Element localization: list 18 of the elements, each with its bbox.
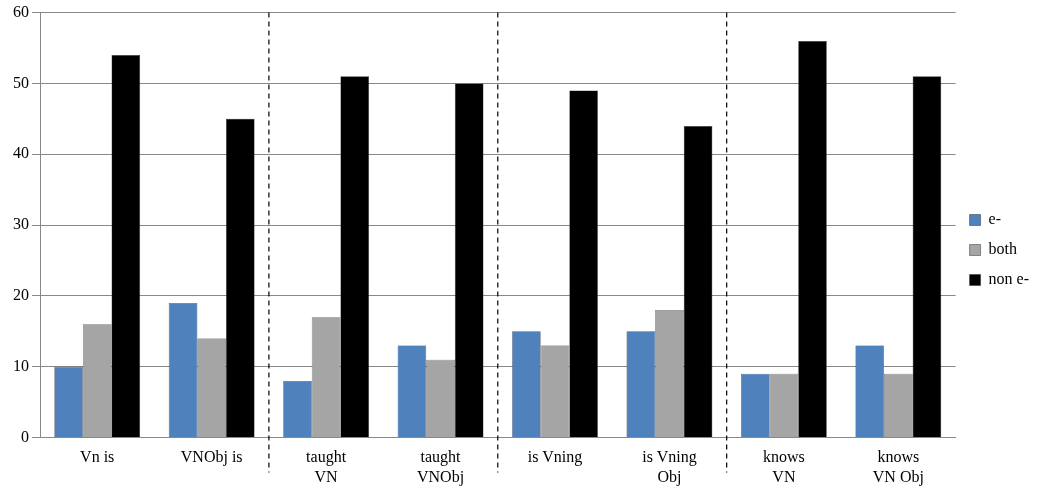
y-tick-label: 30 xyxy=(13,215,29,233)
y-tick-label: 0 xyxy=(21,427,29,445)
y-tick-label: 40 xyxy=(13,144,29,162)
legend-label: both xyxy=(988,240,1018,258)
y-tick-label: 10 xyxy=(13,356,29,374)
y-tick-label: 50 xyxy=(13,73,29,91)
y-tick-label: 20 xyxy=(13,286,29,304)
y-tick-label: 60 xyxy=(13,2,29,20)
x-tick-label: knows VN xyxy=(763,448,805,485)
x-tick-label: taught VNObj xyxy=(417,448,465,486)
x-tick-label: is Vning Obj xyxy=(642,448,697,486)
x-tick-label: is Vning xyxy=(527,448,583,467)
x-tick-label: VNObj is xyxy=(180,448,243,467)
legend-label: e- xyxy=(988,210,1002,228)
x-tick-label: knows VN Obj xyxy=(872,448,924,486)
x-tick-label: taught VN xyxy=(306,448,347,485)
x-tick-label: Vn is xyxy=(80,448,115,466)
legend-label: non e- xyxy=(988,270,1030,288)
